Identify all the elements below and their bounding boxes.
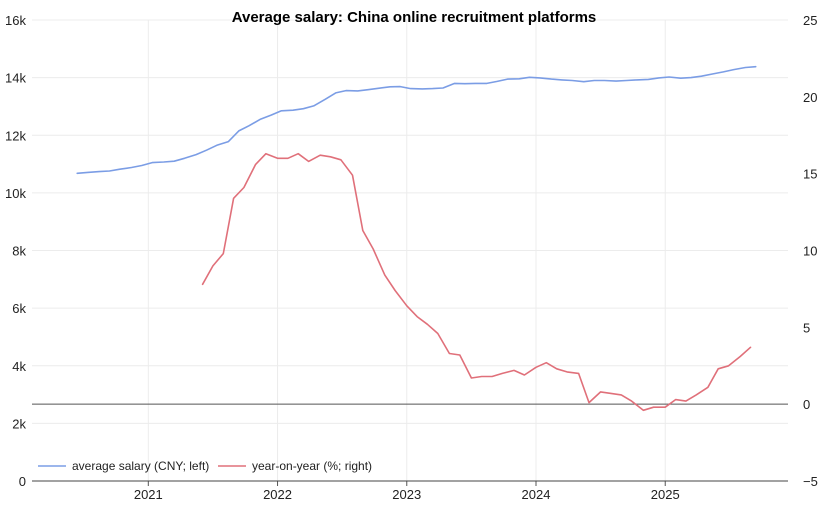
y-left-tick-label: 6k	[12, 301, 26, 316]
series-layer	[76, 65, 757, 412]
y-left-tick-label: 4k	[12, 359, 26, 374]
x-tick-label: 2021	[134, 487, 163, 502]
y-left-tick-label: 0	[19, 474, 26, 489]
y-left-tick-label: 2k	[12, 416, 26, 431]
y-right-tick-label: 20	[803, 90, 817, 105]
x-tick-label: 2023	[392, 487, 421, 502]
series-line-yoy	[201, 152, 752, 412]
x-tick-label: 2025	[651, 487, 680, 502]
legend: average salary (CNY; left) year-on-year (…	[38, 459, 372, 473]
legend-label: year-on-year (%; right)	[252, 459, 372, 473]
y-right-tick-label: −5	[803, 474, 818, 489]
y-right-tick-label: 10	[803, 244, 817, 259]
y-left-tick-label: 8k	[12, 244, 26, 259]
y-right-tick-label: 5	[803, 320, 810, 335]
y-left-tick-label: 16k	[5, 13, 26, 28]
y-right-tick-label: 25	[803, 13, 817, 28]
y-right-tick-label: 0	[803, 397, 810, 412]
y-right-tick-label: 15	[803, 167, 817, 182]
chart-title: Average salary: China online recruitment…	[232, 9, 597, 26]
y-left-tick-label: 12k	[5, 128, 26, 143]
y-left-tick-label: 10k	[5, 186, 26, 201]
x-tick-label: 2024	[522, 487, 551, 502]
x-tick-label: 2022	[263, 487, 292, 502]
series-line-salary	[76, 65, 757, 175]
y-left-tick-label: 14k	[5, 71, 26, 86]
legend-label: average salary (CNY; left)	[72, 459, 209, 473]
